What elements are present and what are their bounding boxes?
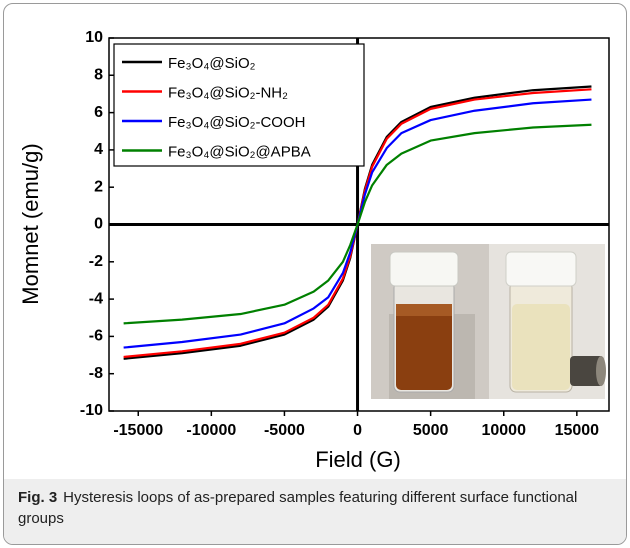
- caption-label: Fig. 3: [18, 489, 58, 506]
- caption: Fig. 3 Hysteresis loops of as-prepared sa…: [4, 479, 626, 537]
- chart: Field (G) Momnet (emu/g) -10 -8 -6 -4 -2 0 2 4 6…: [18, 29, 610, 472]
- y-axis-label: Momnet (emu/g): [18, 143, 43, 304]
- y-tick-label: -4: [89, 290, 103, 307]
- legend-label: Fe₃O₄@SiO₂: [168, 55, 256, 72]
- y-tick-label: -2: [89, 253, 103, 270]
- caption-band: Fig. 3 Hysteresis loops of as-prepared sa…: [4, 479, 626, 544]
- y-tick-label: 10: [85, 29, 103, 46]
- y-tick-label: 0: [94, 216, 103, 233]
- y-tick-label: -6: [89, 328, 103, 345]
- series-line: [123, 123, 592, 325]
- figure-frame: Field (G) Momnet (emu/g) -10 -8 -6 -4 -2 0 2 4 6…: [3, 3, 627, 545]
- x-tick-label: -15000: [113, 422, 163, 439]
- x-tick-label: 0: [353, 422, 362, 439]
- y-tick-label: 4: [94, 141, 103, 158]
- y-tick-label: -10: [80, 402, 103, 419]
- legend-box: [113, 43, 365, 167]
- y-tick-label: -8: [89, 365, 103, 382]
- y-tick-label: 8: [94, 67, 103, 84]
- y-tick-label: 2: [94, 178, 103, 195]
- x-tick-label: 10000: [481, 422, 526, 439]
- x-tick-label: -5000: [264, 422, 305, 439]
- x-tick-label: 5000: [413, 422, 449, 439]
- x-axis-label: Field (G): [315, 447, 401, 472]
- y-tick-label: 6: [94, 104, 103, 121]
- legend-label: Fe₃O₄@SiO₂-COOH: [168, 114, 305, 131]
- inset-photo: [371, 244, 606, 399]
- legend-label: Fe₃O₄@SiO₂@APBA: [168, 143, 311, 160]
- legend-label: Fe₃O₄@SiO₂-NH₂: [168, 84, 288, 101]
- x-tick-label: -10000: [186, 422, 236, 439]
- caption-text: Hysteresis loops of as-prepared samples …: [18, 489, 578, 527]
- x-tick-label: 15000: [555, 422, 600, 439]
